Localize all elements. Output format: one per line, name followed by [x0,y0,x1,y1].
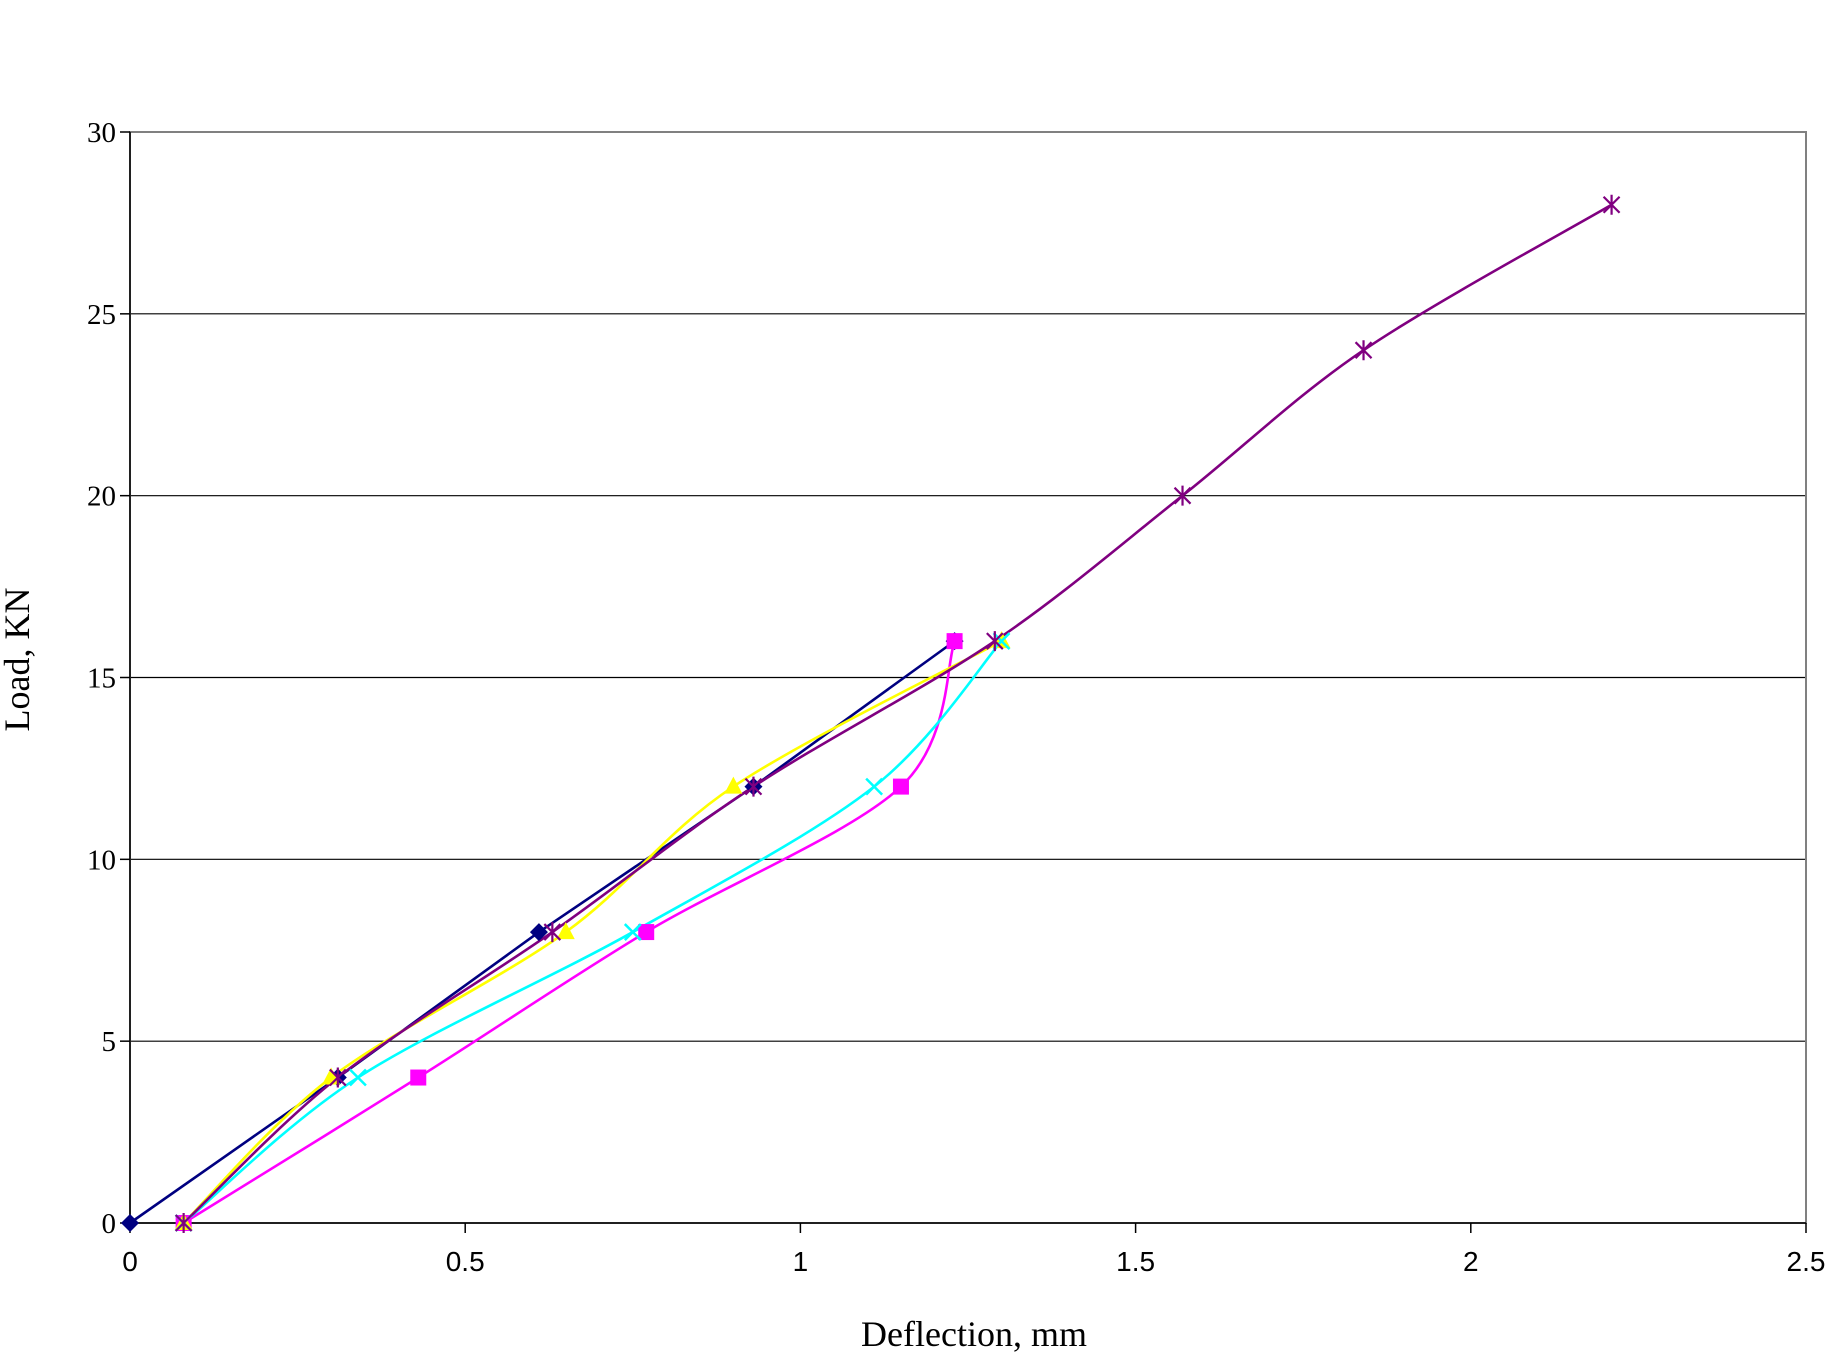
x-tick-label: 1 [793,1246,809,1277]
x-tick-label: 2.5 [1787,1246,1826,1277]
x-tick-label: 0.5 [446,1246,485,1277]
data-point-series-4 [1173,485,1192,506]
data-point-series-1 [638,924,655,941]
data-point-series-4 [174,1213,193,1233]
series-markers [121,194,1621,1233]
series-line-2 [182,639,1003,1224]
data-point-series-4 [543,922,562,943]
y-tick-label: 5 [102,1026,117,1058]
y-tick-label: 0 [102,1208,117,1240]
data-point-series-0 [121,1214,139,1232]
x-tick-label: 2 [1463,1246,1479,1277]
y-axis-title: Load, KN [0,588,37,732]
series-line-4 [182,203,1613,1224]
x-tick-label: 1.5 [1116,1246,1155,1277]
y-tick-label: 25 [87,299,116,331]
x-tick-label: 0 [122,1246,138,1277]
data-point-series-3 [992,632,1011,651]
gridlines [130,313,1806,1042]
data-point-series-4 [1602,194,1621,215]
y-tick-labels: 0 5 10 15 20 25 30 [87,117,116,1240]
data-point-series-4 [329,1067,347,1088]
data-point-series-3 [623,923,642,941]
data-point-series-4 [986,631,1004,652]
y-tick-label: 30 [87,117,116,149]
x-axis-title: Deflection, mm [861,1314,1087,1354]
data-point-series-1 [410,1069,427,1086]
data-point-series-2 [724,776,743,794]
data-point-series-0 [529,923,548,942]
y-tick-label: 15 [87,663,116,695]
data-point-series-3 [865,777,884,796]
data-point-series-1 [946,633,963,650]
series-line-3 [182,640,1003,1224]
data-point-series-2 [556,922,575,940]
y-tick-label: 10 [87,844,116,876]
y-tick-label: 20 [87,481,116,513]
data-point-series-4 [1354,340,1373,361]
data-point-series-1 [892,778,909,795]
data-point-series-3 [349,1068,367,1087]
data-point-series-4 [744,776,763,797]
axes [120,131,1807,1233]
x-tick-labels: 0 0.5 1 1.5 2 2.5 [122,1246,1825,1277]
